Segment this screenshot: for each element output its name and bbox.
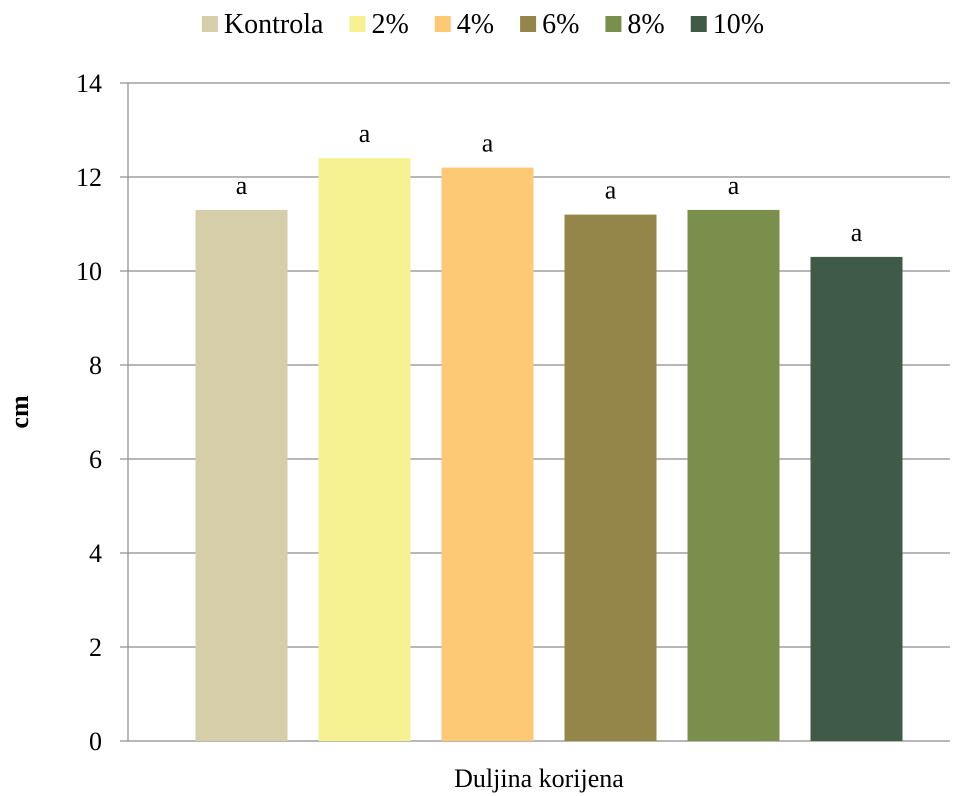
- y-tick-label: 12: [76, 163, 102, 192]
- legend-item: Kontrola: [201, 9, 324, 40]
- legend-item: 8%: [605, 9, 665, 40]
- data-label: a: [236, 171, 248, 200]
- y-axis-label: cm: [5, 395, 34, 429]
- bars: [195, 158, 903, 742]
- bar: [195, 209, 288, 741]
- legend-label: 6%: [542, 9, 579, 40]
- bar: [441, 167, 534, 742]
- data-labels: a a a a a a: [236, 119, 863, 247]
- legend-item: 4%: [434, 9, 494, 40]
- y-tick-label: 0: [89, 727, 102, 756]
- y-tick-label: 8: [89, 351, 102, 380]
- y-tick-label: 10: [76, 257, 102, 286]
- y-tick-label: 4: [89, 539, 102, 568]
- legend-swatch: [349, 16, 366, 32]
- data-label: a: [605, 176, 617, 205]
- legend-label: 10%: [713, 9, 764, 40]
- bar: [318, 158, 411, 741]
- x-category-label: Duljina korijena: [454, 764, 624, 793]
- x-axis-categories: Duljina korijena: [454, 764, 624, 793]
- legend-item: 10%: [690, 9, 764, 40]
- legend-label: 2%: [371, 9, 408, 40]
- legend-label: 4%: [457, 9, 494, 40]
- legend-swatch: [201, 16, 218, 32]
- y-tick-label: 14: [76, 69, 102, 98]
- legend-item: 6%: [520, 9, 579, 40]
- y-tick-label: 2: [89, 633, 102, 662]
- legend-swatch: [520, 16, 537, 32]
- legend: Kontrola 2% 4% 6% 8% 10%: [201, 9, 764, 40]
- legend-swatch: [605, 16, 622, 32]
- data-label: a: [851, 218, 863, 247]
- legend-label: 8%: [627, 9, 664, 40]
- data-label: a: [482, 129, 494, 158]
- legend-swatch: [434, 16, 451, 32]
- bar: [810, 256, 903, 741]
- legend-swatch: [690, 16, 707, 32]
- legend-label: Kontrola: [224, 9, 324, 40]
- bar: [687, 209, 780, 741]
- y-tick-label: 6: [89, 445, 102, 474]
- data-label: a: [728, 171, 740, 200]
- bar: [564, 214, 657, 742]
- legend-item: 2%: [349, 9, 409, 40]
- data-label: a: [359, 119, 371, 148]
- y-axis-ticks: 0 2 4 6 8 10 12 14: [76, 69, 128, 756]
